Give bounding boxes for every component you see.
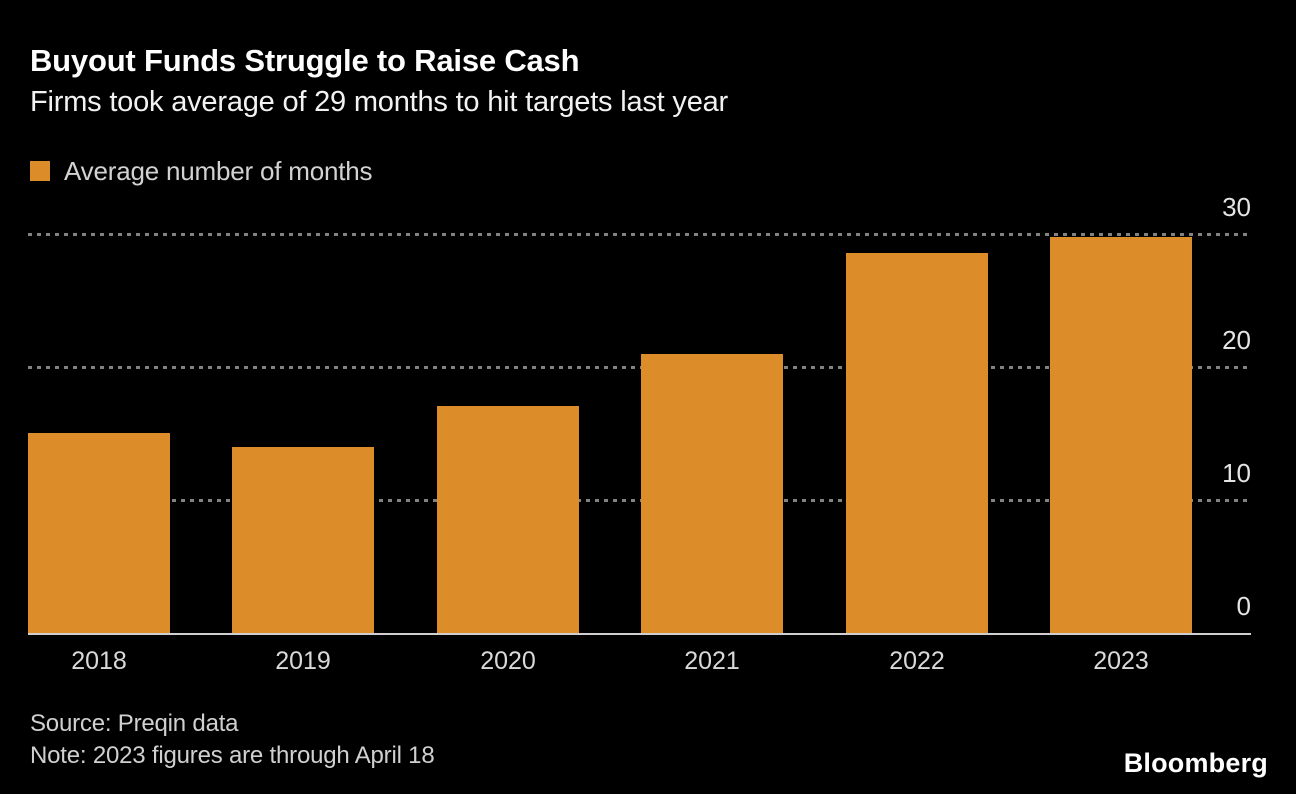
page-title: Buyout Funds Struggle to Raise Cash bbox=[30, 43, 580, 78]
footer-notes: Source: Preqin data Note: 2023 figures a… bbox=[30, 708, 435, 772]
x-tick-label-2023: 2023 bbox=[1093, 647, 1149, 675]
bar-2023 bbox=[1050, 237, 1192, 633]
bar-2018 bbox=[28, 433, 170, 633]
legend-label: Average number of months bbox=[64, 156, 373, 186]
y-tick-label-30: 30 bbox=[1222, 192, 1251, 222]
y-tick-label-0: 0 bbox=[1236, 591, 1251, 621]
chart-header: Buyout Funds Struggle to Raise Cash Firm… bbox=[30, 42, 728, 120]
x-tick-label-2019: 2019 bbox=[275, 647, 331, 675]
legend-swatch-icon bbox=[30, 161, 50, 181]
note-text: Note: 2023 figures are through April 18 bbox=[30, 742, 435, 769]
x-tick-label-2018: 2018 bbox=[71, 647, 127, 675]
gridline-20 bbox=[28, 366, 1247, 369]
chart-legend: Average number of months bbox=[30, 156, 373, 186]
y-tick-label-20: 20 bbox=[1222, 325, 1251, 355]
bloomberg-logo: Bloomberg bbox=[1123, 748, 1268, 778]
page-subtitle: Firms took average of 29 months to hit t… bbox=[30, 86, 729, 119]
gridline-10 bbox=[28, 499, 1247, 502]
y-tick-label-10: 10 bbox=[1222, 458, 1251, 488]
bar-2021 bbox=[641, 354, 783, 633]
x-axis-line bbox=[28, 633, 1251, 635]
x-tick-label-2020: 2020 bbox=[480, 647, 536, 675]
bar-2019 bbox=[232, 447, 374, 633]
gridline-30 bbox=[28, 233, 1247, 236]
x-tick-label-2022: 2022 bbox=[889, 647, 945, 675]
plot-area: 0 10 20 30 2018 2019 2020 2021 2022 2023 bbox=[28, 194, 1251, 674]
x-tick-label-2021: 2021 bbox=[684, 647, 740, 675]
bar-2020 bbox=[437, 406, 579, 633]
source-text: Source: Preqin data bbox=[30, 710, 239, 737]
bar-2022 bbox=[846, 253, 988, 633]
